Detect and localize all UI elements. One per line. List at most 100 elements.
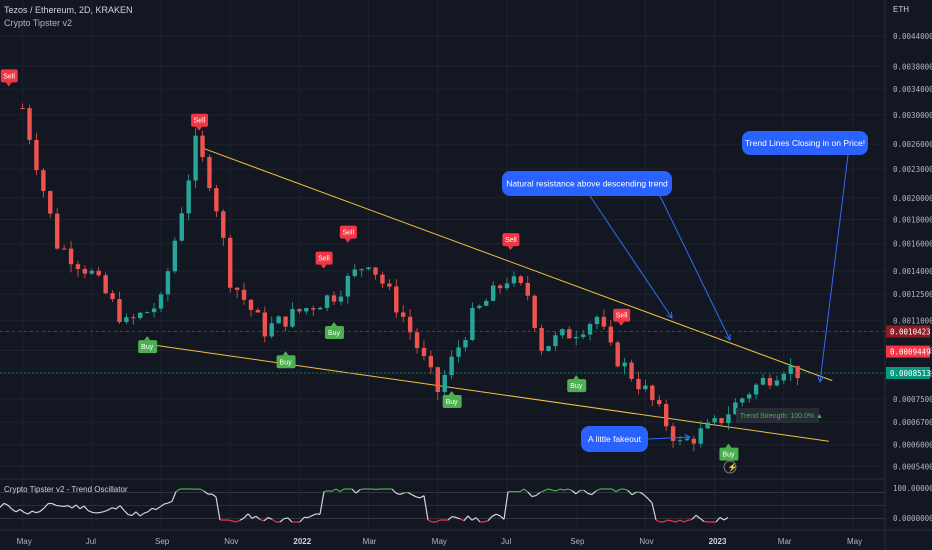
price-tag-label: 0.0010423: [890, 327, 931, 336]
oscillator-title: Crypto Tipster v2 - Trend Oscillator: [4, 485, 128, 494]
oscillator-line: [495, 513, 501, 517]
candle: [781, 373, 786, 381]
sell-tag-label: Sell: [505, 237, 517, 244]
candle: [68, 248, 74, 265]
upper-trendline: [202, 147, 833, 382]
price-tag: [886, 345, 930, 358]
y-tick-label: 0.0018000: [893, 215, 932, 224]
callout-box: [581, 426, 648, 452]
oscillator-line: [39, 507, 45, 512]
oscillator-line: [675, 519, 681, 523]
y-tick-label: 0.0044000: [893, 32, 932, 41]
candle: [352, 269, 357, 277]
oscillator-line: [627, 490, 633, 496]
candle: [560, 329, 565, 336]
candle: [684, 438, 690, 441]
oscillator-line: [331, 488, 337, 492]
candle: [373, 267, 378, 275]
candle: [179, 213, 184, 241]
candle: [290, 309, 295, 327]
arrow-head: [817, 376, 824, 384]
oscillator-line: [283, 517, 289, 520]
buy-tag: [567, 379, 587, 393]
oscillator-line: [227, 519, 233, 522]
oscillator-line: [471, 517, 477, 521]
lightning-glyph: ⚡: [728, 462, 738, 472]
oscillator-line: [59, 505, 65, 508]
buy-tag-label: Buy: [328, 330, 341, 337]
candle: [698, 428, 703, 444]
candle: [387, 283, 392, 287]
oscillator-line: [503, 491, 509, 520]
oscillator-line: [7, 504, 13, 510]
oscillator-line: [0, 502, 5, 508]
callout-arrow: [589, 195, 673, 319]
oscillator-line: [395, 492, 401, 496]
candle: [366, 267, 371, 270]
sell-tag: [613, 308, 631, 322]
buy-tag: [719, 447, 739, 461]
oscillator-line: [43, 503, 49, 509]
y-tick-label: 0.0020000: [893, 194, 932, 203]
oscillator-line: [203, 490, 209, 495]
candle: [345, 276, 351, 297]
candle: [276, 316, 281, 324]
candle: [546, 346, 551, 351]
candle: [138, 312, 143, 318]
candle: [228, 237, 233, 288]
oscillator-line: [571, 490, 577, 495]
candle: [255, 309, 261, 313]
oscillator-line: [111, 507, 117, 510]
candle: [504, 283, 510, 289]
candle: [774, 380, 780, 386]
buy-tag-pointer: [448, 390, 455, 395]
buy-tag-label: Buy: [722, 452, 735, 459]
candle: [795, 365, 800, 379]
oscillator-line: [139, 512, 145, 517]
x-tick-label: May: [432, 537, 447, 546]
candle: [110, 293, 115, 300]
candle: [186, 180, 191, 214]
sell-tag-label: Sell: [342, 230, 354, 237]
oscillator-line: [163, 502, 169, 505]
oscillator-line: [211, 493, 217, 498]
x-tick-label: Sep: [570, 537, 585, 546]
oscillator-line: [339, 488, 345, 493]
candle: [601, 316, 607, 327]
sell-tag-pointer: [344, 238, 351, 243]
candle: [428, 356, 434, 368]
callout-label: Trend Lines Closing in on Price!: [745, 138, 865, 148]
candle: [525, 282, 530, 296]
buy-tag-pointer: [144, 336, 151, 341]
x-tick-label: Mar: [778, 537, 792, 546]
time-axis[interactable]: May Jul Sep Nov 2022 Mar May Jul Sep Nov 2023 Mar Ma…: [0, 529, 932, 546]
candle-series[interactable]: [20, 103, 800, 452]
candle: [726, 414, 731, 424]
callout-label: A little fakeout: [588, 434, 642, 444]
sell-tag-pointer: [196, 126, 203, 131]
oscillator-line: [623, 488, 629, 492]
oscillator-line: [531, 494, 537, 498]
y-tick-label: 0.0006700: [893, 418, 932, 427]
callout-arrow: [659, 195, 731, 341]
oscillator-line: [159, 503, 165, 508]
candle: [20, 108, 25, 110]
oscillator-line: [27, 510, 33, 515]
oscillator-line: [175, 488, 181, 493]
candle: [158, 294, 164, 309]
buy-tag-label: Buy: [141, 344, 154, 351]
oscillator-line: [555, 488, 561, 492]
candle: [200, 135, 205, 158]
oscillator-line: [679, 519, 685, 523]
x-tick-label: Jul: [501, 537, 511, 546]
oscillator-line: [559, 488, 565, 491]
candle: [283, 316, 288, 327]
y-tick-label: 0.0011000: [893, 316, 932, 325]
oscillator-line: [535, 492, 541, 497]
candle: [657, 400, 662, 405]
y-tick-label: 0.0007500: [893, 395, 932, 404]
sell-tag-pointer: [618, 321, 625, 326]
oscillator-line: [171, 491, 177, 502]
